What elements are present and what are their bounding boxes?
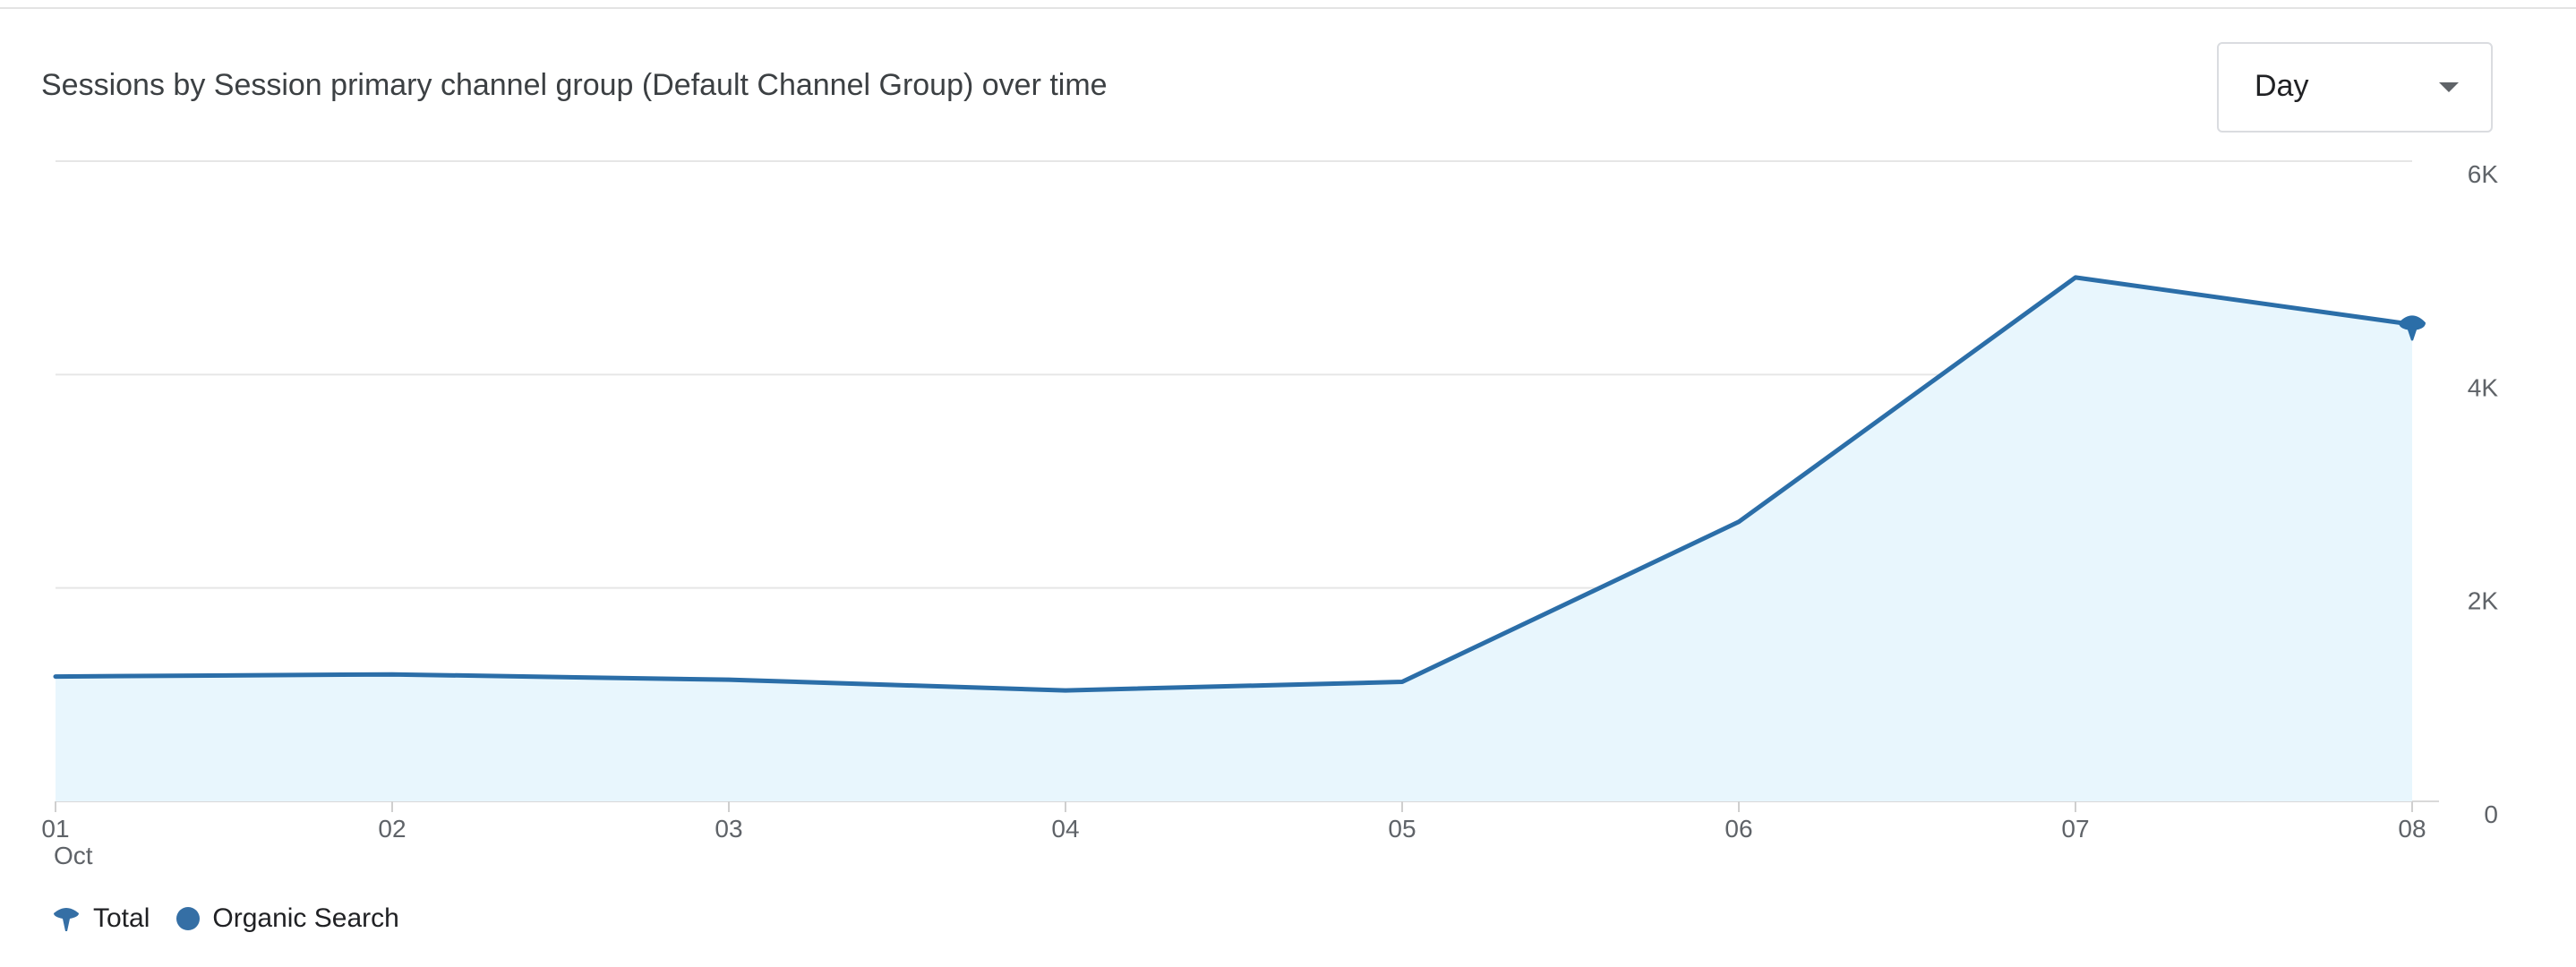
x-tick-label-05: 05	[1388, 815, 1416, 843]
legend-label-organic-search: Organic Search	[212, 903, 399, 933]
series-area-total	[56, 277, 2412, 801]
data-point-04	[1063, 688, 1068, 693]
y-tick-label-2K: 2K	[2468, 587, 2499, 615]
dot-icon	[176, 907, 201, 930]
series-line-total	[53, 275, 2415, 693]
x-tick-label-02: 02	[378, 815, 406, 843]
data-point-06	[1736, 519, 1742, 525]
y-tick-label-0: 0	[2484, 800, 2498, 828]
data-point-01	[53, 674, 58, 680]
y-tick-label-6K: 6K	[2468, 160, 2499, 188]
chart-title: Sessions by Session primary channel grou…	[41, 68, 1108, 102]
granularity-dropdown-value: Day	[2255, 69, 2309, 103]
x-tick-label-03: 03	[715, 815, 742, 843]
top-border	[0, 0, 2576, 9]
legend-label-total: Total	[93, 903, 150, 933]
granularity-dropdown[interactable]: Day	[2217, 42, 2493, 133]
x-tick-sublabel-01: Oct	[54, 842, 93, 869]
x-tick-label-08: 08	[2398, 815, 2426, 843]
x-tick-label-01: 01	[41, 815, 69, 843]
data-point-07	[2073, 275, 2078, 280]
chart-legend: Total Organic Search	[52, 901, 426, 937]
end-point-marker-icon	[2399, 315, 2426, 341]
data-point-05	[1399, 680, 1405, 685]
x-tick-label-07: 07	[2061, 815, 2089, 843]
data-point-02	[389, 672, 395, 677]
x-tick-label-06: 06	[1724, 815, 1752, 843]
x-tick-label-04: 04	[1051, 815, 1079, 843]
legend-item-total[interactable]: Total	[52, 903, 150, 934]
data-point-03	[726, 677, 732, 682]
chevron-down-icon	[2439, 82, 2459, 92]
total-marker-icon	[54, 908, 79, 931]
legend-item-organic-search[interactable]: Organic Search	[176, 903, 399, 934]
y-tick-label-4K: 4K	[2468, 373, 2499, 401]
